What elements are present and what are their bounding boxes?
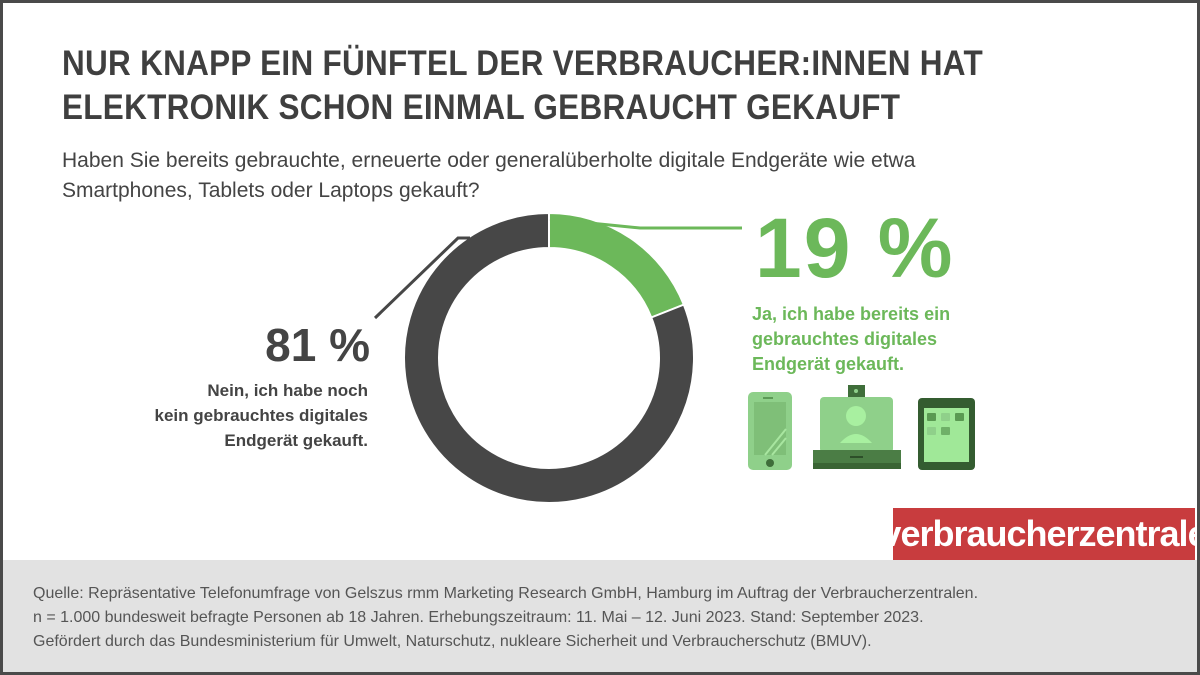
page-title: NUR KNAPP EIN FÜNFTEL DER VERBRAUCHER:IN…: [62, 42, 1142, 130]
source-footer: Quelle: Repräsentative Telefonumfrage vo…: [0, 560, 1200, 675]
label-line: gebrauchtes digitales: [752, 329, 938, 349]
device-icons: [748, 385, 975, 470]
donut-chart: [373, 211, 742, 504]
subtitle: Haben Sie bereits gebrauchte, erneuerte …: [62, 146, 1062, 206]
brand-logo: verbraucherzentrale: [881, 508, 1200, 560]
smartphone-icon: [748, 392, 792, 470]
title-line: NUR KNAPP EIN FÜNFTEL DER VERBRAUCHER:IN…: [62, 44, 983, 83]
slice-label-yes: Ja, ich habe bereits ein gebrauchtes dig…: [752, 302, 950, 377]
label-line: Endgerät gekauft.: [752, 354, 905, 374]
laptop-icon: [813, 385, 901, 469]
donut-slice-no: [403, 211, 695, 504]
slice-label-no: Nein, ich habe noch kein gebrauchtes dig…: [154, 378, 368, 453]
tablet-icon: [918, 398, 975, 470]
logo-text: verbraucherzentrale: [881, 513, 1200, 554]
title-line: ELEKTRONIK SCHON EINMAL GEBRAUCHT GEKAUF…: [62, 88, 901, 127]
label-line: kein gebrauchtes digitales: [154, 406, 368, 425]
subtitle-line: Smartphones, Tablets oder Laptops gekauf…: [62, 179, 480, 202]
footer-line: Quelle: Repräsentative Telefonumfrage vo…: [33, 585, 979, 602]
label-line: Endgerät gekauft.: [224, 431, 368, 450]
leader-line-no: [373, 236, 470, 320]
value-label-yes: 19 %: [755, 201, 955, 295]
label-line: Ja, ich habe bereits ein: [752, 304, 951, 324]
value-label-no: 81 %: [265, 319, 370, 371]
footer-line: n = 1.000 bundesweit befragte Personen a…: [33, 609, 924, 626]
label-line: Nein, ich habe noch: [207, 381, 368, 400]
leader-line-yes: [549, 217, 742, 230]
subtitle-line: Haben Sie bereits gebrauchte, erneuerte …: [62, 149, 916, 172]
footer-line: Gefördert durch das Bundesministerium fü…: [33, 633, 872, 650]
